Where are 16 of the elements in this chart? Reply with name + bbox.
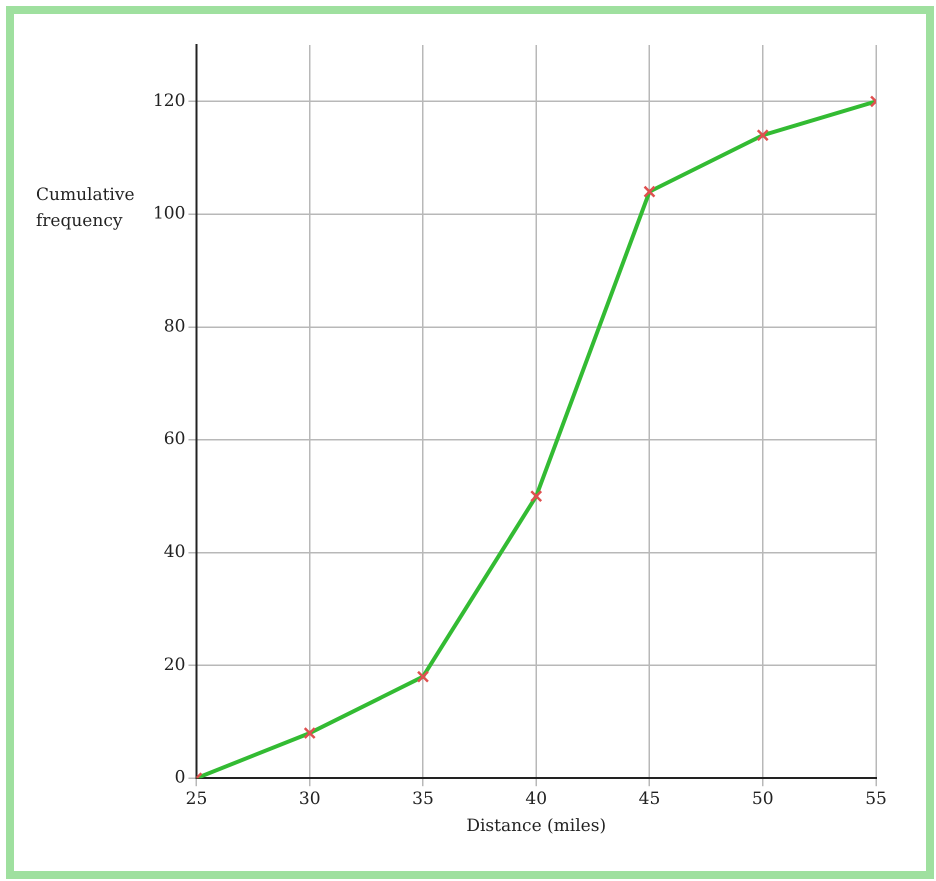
- y-tick-label: 100: [152, 204, 186, 224]
- y-tick-label: 60: [164, 429, 186, 450]
- y-tick-label: 0: [174, 768, 186, 788]
- x-tick-label: 35: [412, 788, 434, 809]
- y-tick-label: 40: [164, 542, 186, 562]
- y-tick-label: 120: [152, 90, 186, 111]
- x-tick-label: 40: [525, 788, 548, 809]
- x-tick-label: 55: [865, 788, 887, 809]
- x-tick-label: 45: [638, 788, 660, 809]
- y-tick-label: 20: [164, 654, 186, 675]
- x-tick-label: 50: [752, 788, 774, 809]
- y-tick-label: 80: [164, 316, 186, 336]
- y-axis-title: Cumulative frequency: [36, 184, 135, 233]
- x-tick-label: 25: [186, 788, 208, 809]
- x-tick-label: 30: [298, 788, 321, 809]
- x-axis-title: Distance (miles): [466, 816, 606, 836]
